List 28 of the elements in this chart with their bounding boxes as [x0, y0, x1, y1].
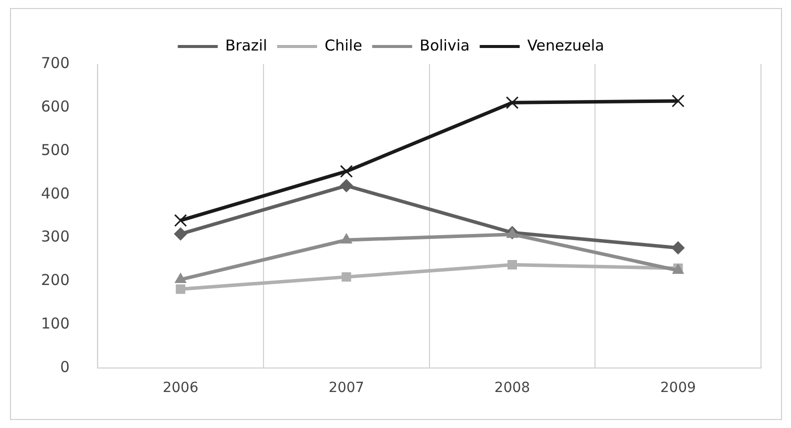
legend-label: Bolivia [420, 36, 470, 54]
point [176, 284, 186, 294]
y-tick-label: 400 [40, 184, 70, 202]
y-tick-label: 300 [40, 228, 70, 246]
legend-label: Brazil [225, 36, 268, 54]
x-tick-label: 2006 [162, 380, 198, 396]
point [340, 234, 352, 244]
y-tick-label: 500 [40, 140, 70, 159]
x-tick-label: 2008 [494, 380, 530, 396]
y-tick-label: 700 [40, 54, 70, 72]
point [672, 241, 685, 254]
point [506, 96, 519, 110]
point [174, 227, 188, 240]
x-tick-label: 2009 [660, 380, 696, 396]
legend-label: Venezuela [527, 36, 604, 54]
point [174, 214, 187, 227]
point [340, 179, 353, 192]
y-tick-label: 200 [40, 271, 70, 290]
point [340, 164, 353, 178]
y-tick-label: 0 [60, 358, 70, 376]
legend-label: Chile [324, 36, 362, 54]
point [174, 273, 186, 284]
point [672, 94, 684, 108]
y-tick-label: 600 [40, 97, 70, 116]
y-tick-label: 100 [40, 314, 70, 333]
point [342, 272, 352, 282]
x-tick-label: 2007 [328, 380, 364, 396]
point [507, 260, 517, 270]
